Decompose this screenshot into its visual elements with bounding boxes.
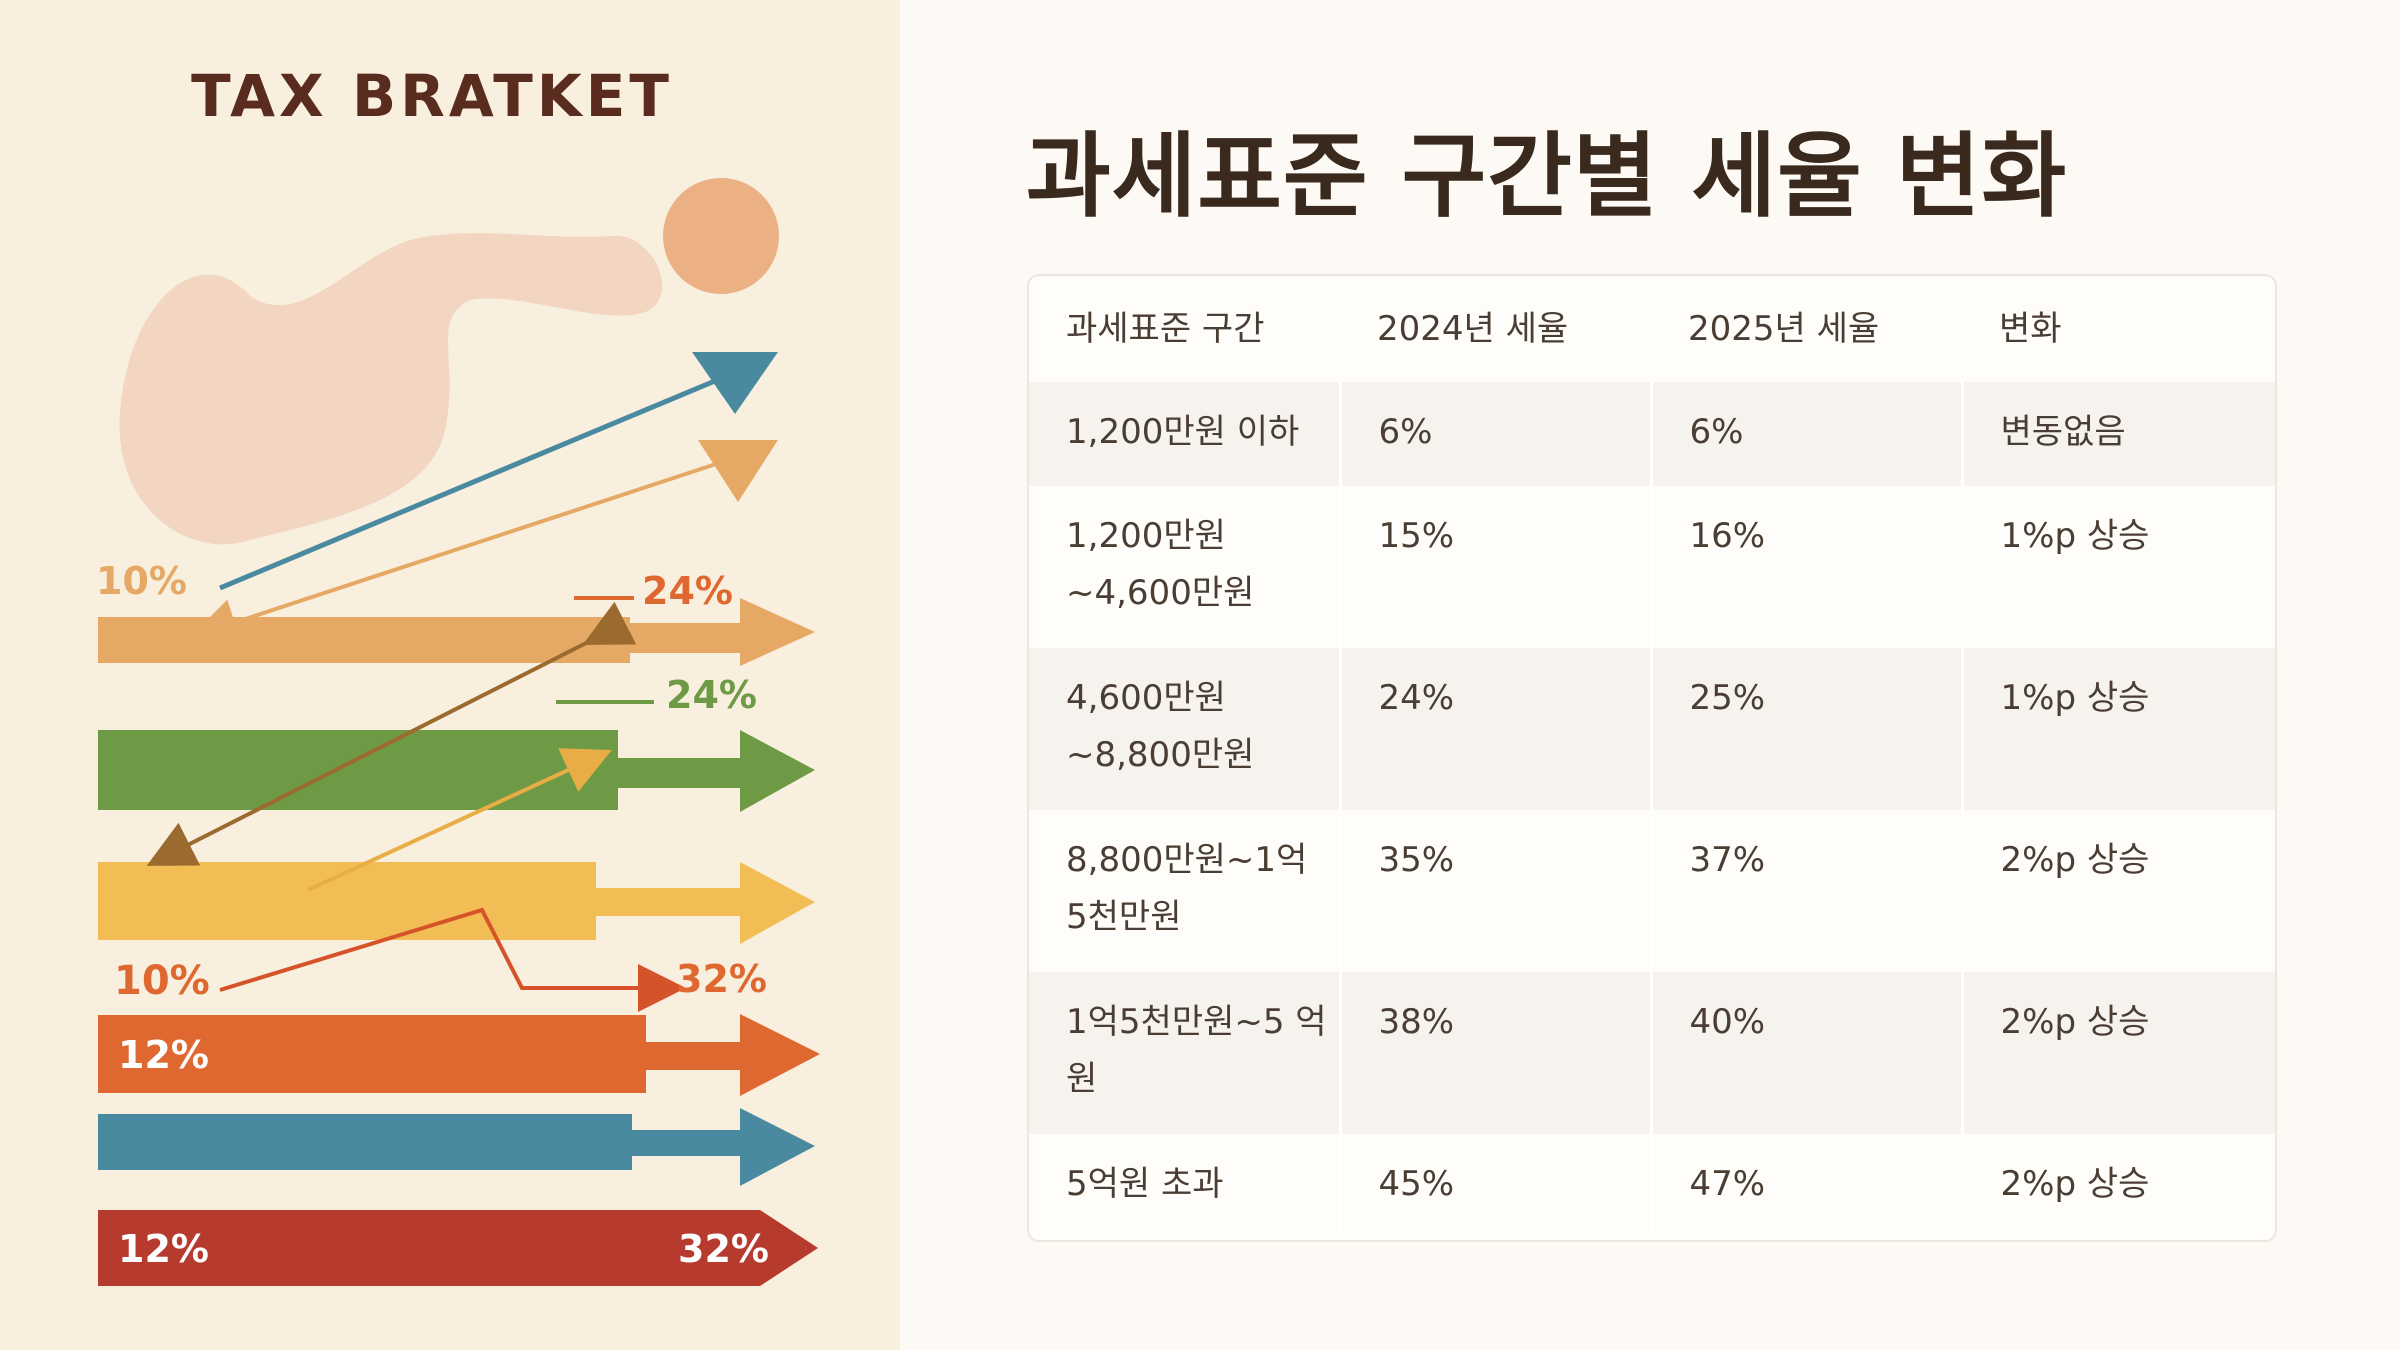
label-32-red: 32% — [676, 957, 767, 1001]
table-row: 1,200만원 이하 6% 6% 변동없음 — [1029, 382, 2275, 486]
label-24-orange: 24% — [642, 569, 733, 613]
blue-triangle-icon — [692, 352, 778, 414]
bar-green-shaft — [618, 758, 740, 788]
bar-orange — [98, 617, 630, 663]
bar-blue-arrowhead — [740, 1108, 815, 1186]
cell-change: 1%p 상승 — [1960, 648, 2275, 810]
cell-rate-2025: 6% — [1649, 382, 1962, 486]
cell-rate-2024: 15% — [1338, 486, 1651, 648]
tax-rate-table: 과세표준 구간 2024년 세율 2025년 세율 변화 1,200만원 이하 … — [1029, 276, 2275, 1238]
cell-bracket: 1,200만원 이하 — [1029, 382, 1340, 486]
cell-rate-2025: 25% — [1649, 648, 1962, 810]
bar-blue — [98, 1114, 632, 1170]
bar-crimson — [98, 1210, 818, 1286]
bar-yellow-arrowhead — [740, 862, 815, 944]
cell-change: 2%p 상승 — [1960, 1134, 2275, 1238]
label-10-red: 10% — [114, 958, 210, 1004]
cell-rate-2024: 38% — [1338, 972, 1651, 1134]
cell-rate-2024: 35% — [1338, 810, 1651, 972]
content-panel: 과세표준 구간별 세율 변화 과세표준 구간 2024년 세율 2025년 세율… — [900, 0, 2400, 1350]
table-row: 1억5천만원~5 억원 38% 40% 2%p 상승 — [1029, 972, 2275, 1134]
cell-rate-2024: 45% — [1338, 1134, 1651, 1238]
cell-rate-2024: 6% — [1338, 382, 1651, 486]
illustration-title: TAX BRATKET — [191, 62, 673, 130]
header-bracket: 과세표준 구간 — [1066, 308, 1265, 349]
label-12-crimson: 12% — [118, 1227, 209, 1271]
bar-red-orange-arrowhead — [740, 1014, 820, 1096]
bar-blue-shaft — [632, 1130, 740, 1156]
label-32-crimson: 32% — [678, 1227, 769, 1271]
bar-green-arrowhead — [740, 730, 815, 812]
orange-triangle-icon — [698, 440, 778, 502]
bar-yellow-shaft — [596, 888, 740, 916]
label-12-bar: 12% — [118, 1033, 209, 1077]
cell-rate-2025: 37% — [1649, 810, 1962, 972]
cell-bracket: 4,600만원 ~8,800만원 — [1029, 648, 1340, 810]
cell-rate-2025: 16% — [1649, 486, 1962, 648]
cell-bracket: 5억원 초과 — [1066, 1164, 1224, 1204]
red-connector-line — [219, 907, 686, 1012]
table-header-row: 과세표준 구간 2024년 세율 2025년 세율 변화 — [1029, 276, 2275, 382]
table-row: 8,800만원~1억 5천만원 35% 37% 2%p 상승 — [1029, 810, 2275, 972]
tax-rate-table-card: 과세표준 구간 2024년 세율 2025년 세율 변화 1,200만원 이하 … — [1027, 274, 2277, 1242]
cell-change: 변동없음 — [1960, 382, 2275, 486]
bar-red-orange-shaft — [646, 1042, 740, 1070]
sun-circle — [663, 178, 779, 294]
header-rate-2024: 2024년 세율 — [1377, 308, 1569, 349]
cell-bracket: 8,800만원~1억 5천만원 — [1066, 840, 1308, 937]
bar-green — [98, 730, 618, 810]
header-rate-2025: 2025년 세율 — [1688, 308, 1880, 349]
decorative-blob — [119, 233, 663, 545]
brown-connector-line — [146, 601, 637, 866]
table-row: 4,600만원 ~8,800만원 24% 25% 1%p 상승 — [1029, 648, 2275, 810]
bar-orange-shaft — [630, 623, 740, 653]
bar-orange-arrowhead — [740, 598, 815, 666]
cell-rate-2024: 24% — [1338, 648, 1651, 810]
cell-change: 2%p 상승 — [1960, 810, 2275, 972]
blue-connector-line — [219, 375, 723, 591]
cell-change: 2%p 상승 — [1960, 972, 2275, 1134]
table-row: 5억원 초과 45% 47% 2%p 상승 — [1029, 1134, 2275, 1238]
bar-yellow — [98, 862, 596, 940]
cell-change: 1%p 상승 — [1960, 486, 2275, 648]
label-10-top: 10% — [96, 559, 187, 603]
tax-bracket-illustration: TAX BRATKET — [96, 62, 820, 1286]
table-row: 1,200만원 ~4,600만원 15% 16% 1%p 상승 — [1029, 486, 2275, 648]
cell-rate-2025: 47% — [1649, 1134, 1962, 1238]
label-24-green: 24% — [666, 673, 757, 717]
cell-bracket: 1억5천만원~5 억원 — [1029, 972, 1340, 1134]
header-change: 변화 — [1999, 308, 2062, 349]
cell-rate-2025: 40% — [1649, 972, 1962, 1134]
cell-bracket: 1,200만원 ~4,600만원 — [1066, 516, 1255, 613]
illustration-panel: TAX BRATKET — [0, 0, 900, 1350]
bar-red-orange — [98, 1015, 646, 1093]
page-title: 과세표준 구간별 세율 변화 — [1026, 123, 2068, 230]
yellow-connector-line — [307, 748, 612, 892]
